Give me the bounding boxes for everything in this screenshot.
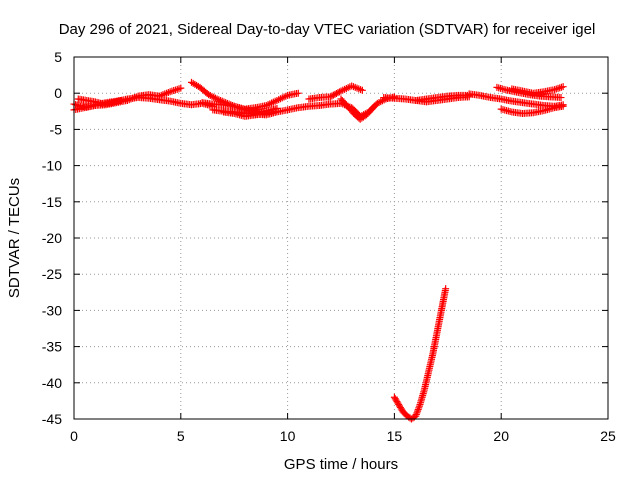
x-axis-label: GPS time / hours <box>284 456 398 473</box>
data-point <box>173 85 181 93</box>
y-tick-label: -25 <box>42 266 62 282</box>
plot-frame <box>73 56 609 420</box>
data-point <box>415 402 423 410</box>
data-point <box>331 90 339 98</box>
data-point <box>442 285 450 293</box>
data-point <box>117 96 125 104</box>
data-point <box>215 96 223 104</box>
x-tick-label: 5 <box>177 428 185 444</box>
data-point <box>557 94 565 102</box>
data-point <box>414 405 422 413</box>
y-tick-label: -40 <box>42 375 62 391</box>
y-tick-label: 5 <box>54 49 62 65</box>
data-point <box>559 102 567 110</box>
data-point <box>415 404 423 412</box>
data-point <box>294 89 302 97</box>
y-tick-label: -35 <box>42 339 62 355</box>
y-tick-label: -30 <box>42 302 62 318</box>
data-point <box>175 85 183 93</box>
x-tick-label: 25 <box>600 428 616 444</box>
x-tick-label: 15 <box>387 428 403 444</box>
y-tick-label: -10 <box>42 158 62 174</box>
y-tick-label: -20 <box>42 230 62 246</box>
data-point <box>369 104 377 112</box>
chart-title: Day 296 of 2021, Sidereal Day-to-day VTE… <box>59 21 596 38</box>
data-point <box>177 84 185 92</box>
x-tick-label: 0 <box>70 428 78 444</box>
data-point <box>358 86 366 94</box>
data-point <box>559 83 567 91</box>
data-point <box>332 90 340 98</box>
x-tick-label: 20 <box>493 428 509 444</box>
x-tick-labels: 0 5 10 15 20 25 <box>70 428 616 444</box>
ticks <box>73 56 609 420</box>
y-tick-labels: 5 0 -5 -10 -15 -20 -25 -30 -35 -40 -45 <box>42 49 62 427</box>
data-point <box>412 412 420 420</box>
data-point <box>328 92 336 100</box>
x-tick-label: 10 <box>280 428 296 444</box>
data-point <box>335 88 343 96</box>
y-axis-label: SDTVAR / TECUs <box>6 178 23 298</box>
data-point <box>414 407 422 415</box>
y-tick-label: -15 <box>42 194 62 210</box>
data-point <box>211 94 219 102</box>
y-tick-label: -5 <box>50 121 63 137</box>
data-point <box>213 95 221 103</box>
data-point <box>171 86 179 94</box>
data-point <box>329 91 337 99</box>
data-series <box>70 78 567 423</box>
data-point <box>273 107 281 115</box>
data-point <box>368 105 376 113</box>
y-tick-label: -45 <box>42 411 62 427</box>
data-point <box>334 89 342 97</box>
data-point <box>413 409 421 417</box>
data-point <box>326 93 334 101</box>
y-tick-label: 0 <box>54 85 62 101</box>
data-point <box>412 410 420 418</box>
